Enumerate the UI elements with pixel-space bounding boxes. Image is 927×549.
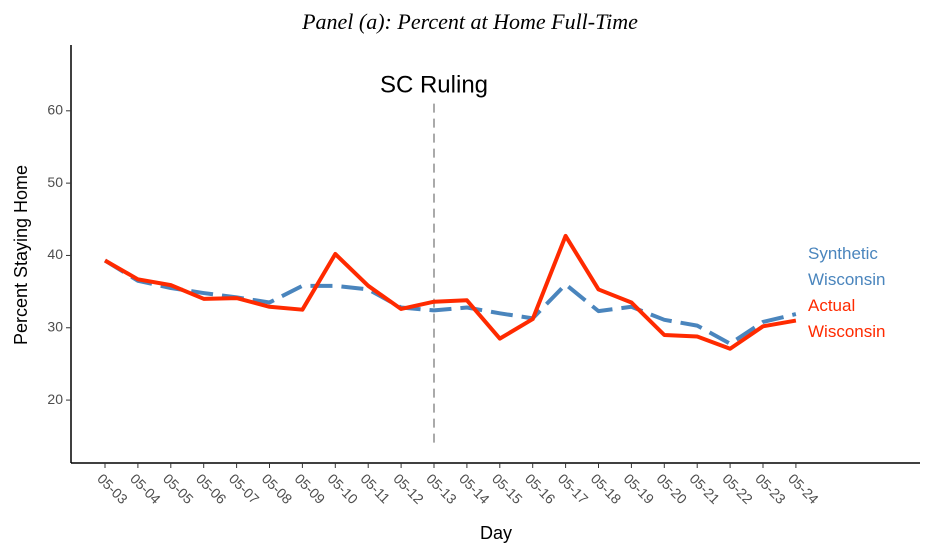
x-tick-label: 05-14 [456,470,493,507]
x-tick-label: 05-12 [390,470,427,507]
x-tick-label: 05-17 [555,470,592,507]
y-tick-label: 20 [47,391,63,407]
legend-synthetic: Synthetic Wisconsin [808,244,886,289]
legend-actual: Actual Wisconsin [808,296,886,341]
x-tick-label: 05-03 [94,470,131,507]
x-tick-label: 05-04 [127,470,164,507]
x-tick-label: 05-11 [357,470,393,506]
x-tick-label: 05-06 [193,470,230,507]
y-axis-label: Percent Staying Home [11,165,31,345]
series-line [103,258,797,346]
series-line [104,233,797,351]
y-tick-label: 50 [47,174,63,190]
x-tick-label: 05-20 [654,470,691,507]
x-tick-label: 05-21 [686,470,723,507]
x-tick-label: 05-24 [785,470,822,507]
x-tick-label: 05-18 [588,470,625,507]
x-tick-label: 05-19 [621,470,658,507]
x-axis-label: Day [480,523,512,543]
x-tick-label: 05-13 [423,470,460,507]
x-tick-label: 05-10 [325,470,362,507]
x-tick-label: 05-22 [719,470,756,507]
x-tick-label: 05-09 [292,470,329,507]
x-tick-label: 05-23 [752,470,789,507]
x-tick-label: 05-08 [259,470,296,507]
x-tick-label: 05-07 [226,470,263,507]
y-tick-label: 60 [47,102,63,118]
y-tick-label: 30 [47,318,63,334]
vline-label: SC Ruling [380,71,488,98]
chart-title: Panel (a): Percent at Home Full-Time [301,9,638,34]
x-tick-label: 05-15 [489,470,526,507]
y-tick-label: 40 [47,246,63,262]
x-tick-label: 05-05 [160,470,197,507]
x-tick-label: 05-16 [522,470,559,507]
